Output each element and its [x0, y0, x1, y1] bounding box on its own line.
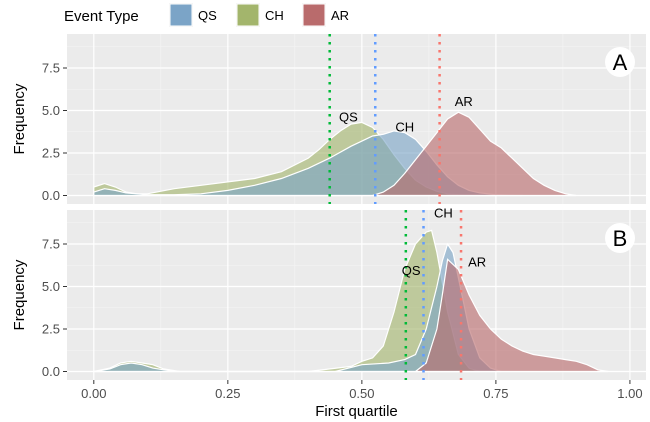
y-tick-label: 5.0	[42, 103, 60, 118]
x-tick-label: 0.50	[349, 386, 374, 401]
y-tick-label: 7.5	[42, 61, 60, 76]
density-area-ar	[372, 111, 577, 197]
y-tick-label: 2.5	[42, 322, 60, 337]
x-tick-label: 0.75	[483, 386, 508, 401]
panel-tag-background	[605, 47, 635, 77]
x-axis-title: First quartile	[315, 403, 398, 420]
y-tick-label: 2.5	[42, 146, 60, 161]
legend-label-ar: AR	[331, 8, 349, 23]
series-label-ch: CH	[395, 120, 414, 135]
legend-item-qs: QS	[169, 3, 217, 27]
legend-label-ch: CH	[265, 8, 284, 23]
series-label-qs: QS	[339, 109, 358, 124]
legend-swatch-ar	[302, 3, 326, 27]
x-axis: 0.00 0.25 0.50 0.75 1.00	[81, 380, 643, 401]
y-tick-label: 0.0	[42, 364, 60, 379]
y-tick-label: 7.5	[42, 237, 60, 252]
panel-background	[67, 210, 646, 380]
series-label-ar: AR	[455, 94, 473, 109]
legend-item-ar: AR	[302, 3, 349, 27]
legend-item-ch: CH	[236, 3, 284, 27]
x-tick-label: 0.00	[81, 386, 106, 401]
y-tick-label: 0.0	[42, 188, 60, 203]
panel-tag-background	[605, 223, 635, 253]
panel-tag: A	[613, 50, 628, 75]
y-tick-label: 5.0	[42, 279, 60, 294]
x-tick-label: 0.25	[215, 386, 240, 401]
legend-label-qs: QS	[198, 8, 217, 23]
panel-b: CH QS AR B 0.0 2.5 5.0 7.5 Frequency	[11, 205, 646, 380]
legend-swatch-qs	[169, 3, 193, 27]
y-axis-title: Frequency	[11, 259, 28, 330]
legend-swatch-ch	[236, 3, 260, 27]
series-label-qs: QS	[402, 263, 421, 278]
density-area-ar	[413, 258, 609, 373]
x-tick-label: 1.00	[617, 386, 642, 401]
legend-title: Event Type	[64, 8, 139, 25]
panel-a: QS CH AR A 0.0 2.5 5.0 7.5 Frequency	[11, 34, 646, 204]
panel-tag: B	[613, 226, 628, 251]
legend: Event Type QS CH AR	[64, 3, 349, 27]
series-label-ar: AR	[468, 255, 486, 270]
series-label-ch: CH	[434, 205, 453, 220]
y-axis-title: Frequency	[11, 83, 28, 154]
panels: QS CH AR A 0.0 2.5 5.0 7.5 Frequency CH QS AR B 0.0 2.…	[11, 34, 646, 380]
